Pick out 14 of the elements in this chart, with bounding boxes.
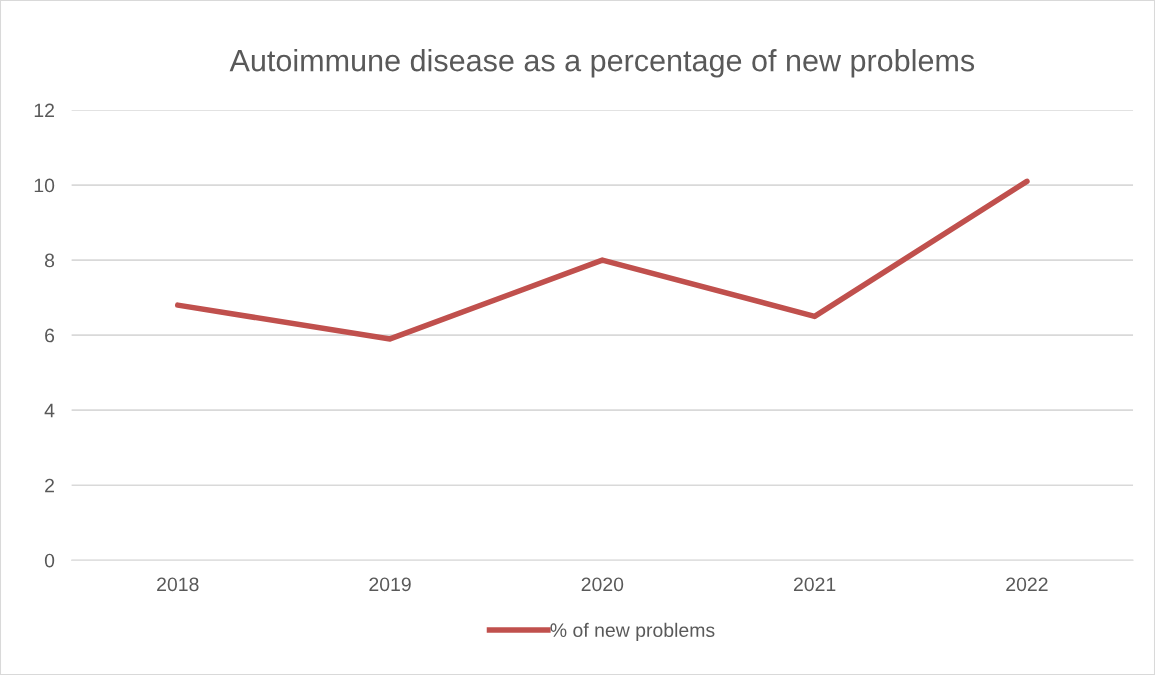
x-tick-label: 2019 bbox=[369, 577, 411, 592]
x-tick-label: 2018 bbox=[157, 577, 199, 592]
y-tick-label: 10 bbox=[34, 178, 55, 193]
x-tick-label: 2020 bbox=[581, 577, 624, 592]
y-tick-label: 0 bbox=[44, 553, 55, 568]
y-tick-label: 6 bbox=[45, 328, 55, 343]
legend-label: % of new problems bbox=[550, 622, 715, 641]
y-tick-label: 2 bbox=[45, 478, 54, 493]
y-tick-label: 12 bbox=[34, 103, 54, 118]
y-tick-label: 8 bbox=[44, 253, 55, 268]
y-tick-label: 4 bbox=[44, 403, 55, 418]
x-tick-label: 2021 bbox=[793, 577, 836, 592]
x-tick-label: 2022 bbox=[1006, 577, 1048, 592]
chart-title: Autoimmune disease as a percentage of new problems bbox=[229, 48, 975, 78]
